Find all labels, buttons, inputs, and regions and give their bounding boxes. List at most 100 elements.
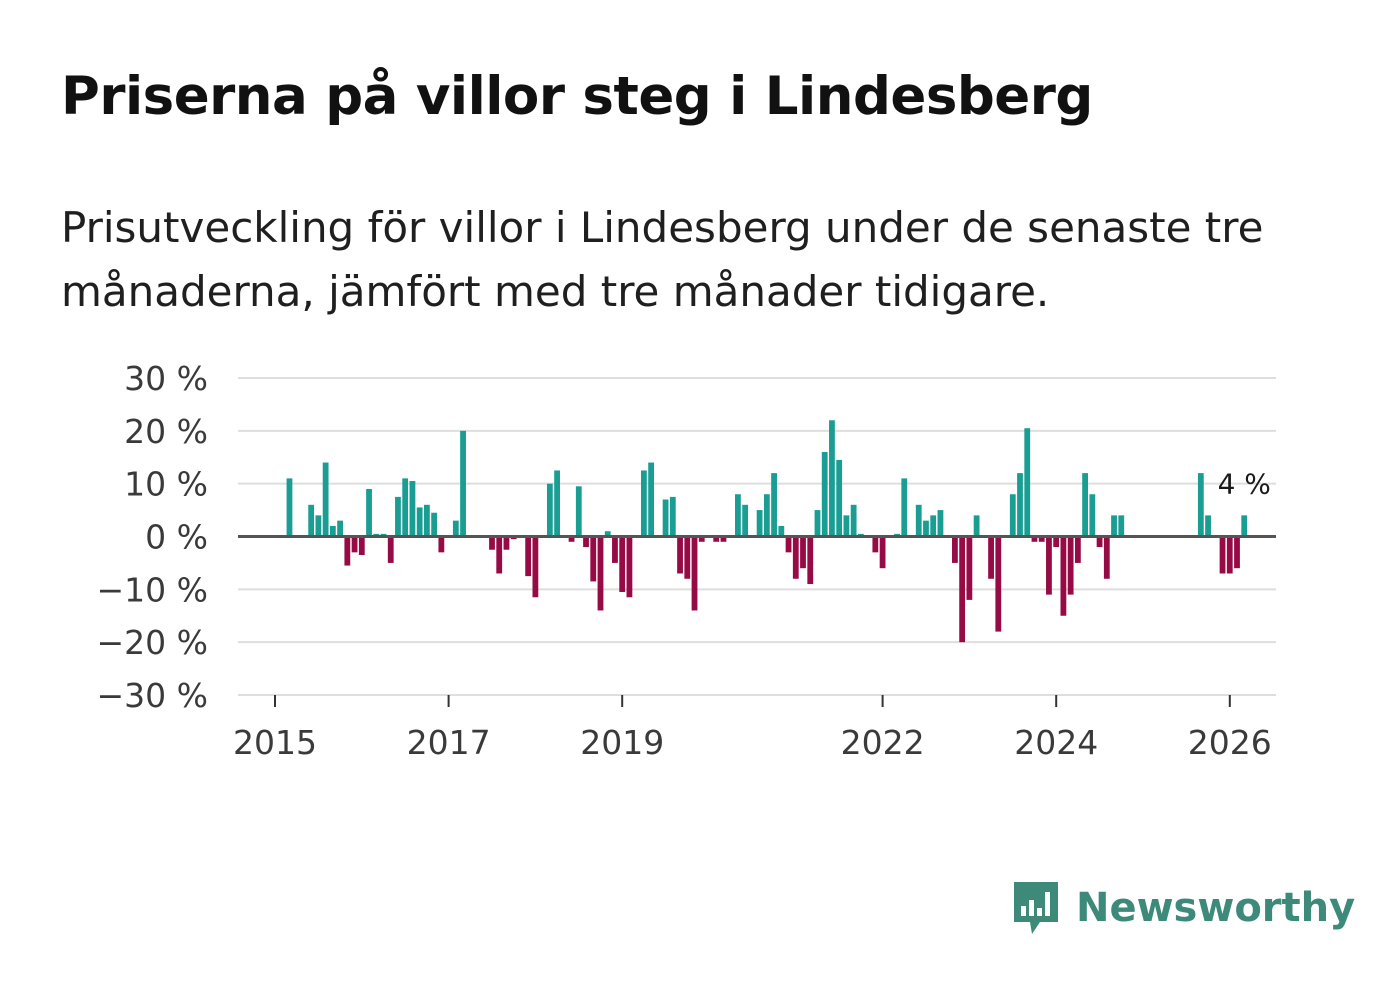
bar (395, 496, 401, 537)
bar (1038, 536, 1045, 542)
bar (612, 536, 618, 563)
bar (358, 536, 365, 555)
last-value-label: 4 % (1218, 468, 1271, 501)
bar (829, 420, 835, 537)
bar (952, 536, 958, 563)
bar (568, 536, 575, 542)
bar (329, 525, 336, 537)
bar (814, 510, 821, 537)
bar (669, 496, 676, 537)
bar (1234, 536, 1240, 569)
bar (308, 504, 315, 537)
y-tick-label: −20 % (97, 623, 209, 662)
bar (315, 515, 322, 537)
bar (532, 536, 539, 598)
bar (1031, 536, 1038, 542)
bar (1096, 536, 1103, 548)
brand-name: Newsworthy (1076, 885, 1356, 931)
bar (322, 462, 329, 537)
bar (423, 504, 430, 537)
bar (1103, 536, 1110, 579)
bar (1205, 515, 1211, 537)
bar (1111, 515, 1117, 537)
bar (901, 478, 908, 537)
bar (1053, 536, 1060, 548)
bar (597, 536, 604, 611)
y-tick-label: −10 % (97, 570, 209, 609)
bar (923, 520, 929, 537)
bar (496, 536, 503, 574)
bar (1219, 536, 1226, 574)
bar (554, 470, 560, 537)
bar (1060, 536, 1067, 616)
bar (930, 515, 937, 537)
y-tick-label: 10 % (124, 465, 208, 504)
x-tick-label: 2022 (841, 723, 925, 762)
bar (387, 536, 394, 563)
bar (807, 536, 814, 585)
x-tick-label: 2024 (1014, 723, 1098, 762)
x-tick-label: 2017 (407, 723, 491, 762)
bar-series (286, 420, 1248, 643)
bar (988, 536, 994, 579)
y-tick-label: 0 % (145, 518, 208, 557)
bar (1089, 494, 1096, 537)
bar (416, 507, 423, 537)
bar (879, 536, 886, 569)
bar (626, 536, 633, 598)
bar (691, 536, 698, 611)
bar (460, 430, 466, 537)
bar (843, 515, 850, 537)
bar (546, 483, 553, 537)
bar (351, 536, 358, 553)
bar (1082, 473, 1088, 537)
bar (698, 536, 705, 542)
y-tick-label: −30 % (97, 676, 209, 715)
bar (1067, 536, 1074, 595)
bar (1017, 473, 1023, 537)
bar (1024, 428, 1031, 537)
bar (525, 536, 532, 577)
bar (756, 510, 763, 537)
bar (915, 504, 922, 537)
bar (959, 536, 966, 643)
x-tick-label: 2026 (1188, 723, 1272, 762)
bar (286, 478, 293, 537)
bar (503, 536, 510, 550)
x-tick-label: 2019 (580, 723, 664, 762)
bar (640, 470, 647, 537)
bar (720, 536, 727, 542)
bar (431, 512, 438, 537)
bar (821, 451, 828, 537)
bar (850, 504, 857, 537)
bar (677, 536, 683, 574)
bar (648, 462, 655, 537)
bar (778, 525, 785, 537)
bar (763, 494, 770, 537)
bar (771, 473, 777, 537)
bar (937, 510, 944, 537)
bar (619, 536, 626, 592)
bar (800, 536, 806, 569)
bar (604, 531, 611, 537)
bar (662, 499, 669, 537)
bar (742, 504, 749, 537)
y-axis-ticks: 30 % 20 % 10 % 0 % −10 % −20 % −30 % (97, 359, 209, 715)
bar (872, 536, 879, 553)
bar (409, 481, 416, 537)
bar (438, 536, 445, 553)
bar (1118, 515, 1125, 537)
bar (575, 486, 582, 537)
bar (452, 520, 459, 537)
bar (684, 536, 691, 579)
bar (966, 536, 973, 600)
bar (1241, 515, 1248, 537)
chart-speech-bubble-icon (1014, 882, 1058, 934)
y-tick-label: 20 % (124, 412, 208, 451)
page-subtitle: Prisutveckling för villor i Lindesberg u… (61, 203, 1264, 316)
x-axis-ticks: 2015 2017 2019 2022 2024 2026 (233, 695, 1272, 762)
bar (792, 536, 799, 579)
bar (1226, 536, 1233, 574)
y-tick-label: 30 % (124, 359, 208, 398)
